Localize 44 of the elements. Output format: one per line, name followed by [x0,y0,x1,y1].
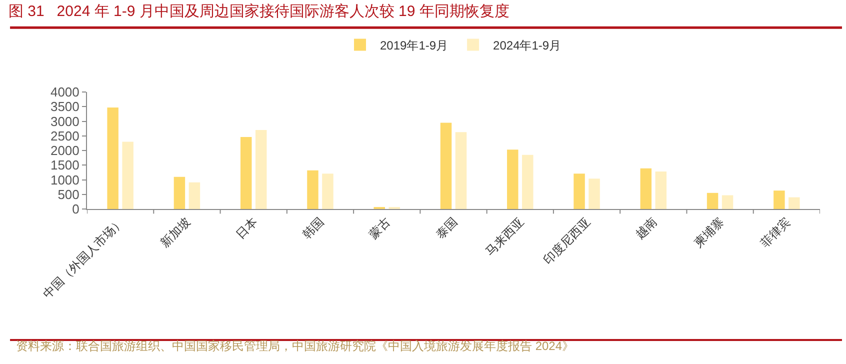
bar [174,176,186,209]
bar [455,132,467,209]
bar [774,190,785,209]
bar [574,174,585,209]
legend-label: 2019年1-9月 [380,38,448,52]
legend-label: 2024年1-9月 [493,38,562,52]
x-tick-label: 柬埔寨 [691,214,726,250]
bar [507,150,518,209]
y-tick-label: 0 [72,202,80,217]
y-tick-label: 4000 [50,84,80,100]
bar [240,137,252,209]
x-tick-label: 日本 [233,214,260,242]
bar [788,197,800,209]
bar [588,178,600,209]
bar [522,154,534,209]
bar [722,195,734,209]
y-tick-label: 2500 [50,128,80,144]
x-tick-label: 蒙古 [366,214,394,242]
bar [640,168,652,209]
chart-title: 图 31 2024 年 1-9 月中国及周边国家接待国际游客人次较 19 年同期恢复度 [8,2,510,20]
x-tick-label: 韩国 [300,214,327,242]
bar [307,170,318,209]
x-tick-label: 新加坡 [158,214,194,250]
x-tick-label: 泰国 [432,214,460,242]
x-tick-label: 菲律宾 [758,214,794,250]
bar [107,108,118,209]
bar [188,182,200,209]
bar [655,172,667,209]
bar [255,130,267,209]
x-tick-label: 中国（外国人市场） [40,214,127,302]
x-tick-label: 印度尼西亚 [540,214,594,268]
bar [440,122,452,209]
y-tick-label: 1000 [50,172,80,188]
bar [322,174,334,209]
y-tick-label: 3500 [50,99,80,114]
x-tick-label: 越南 [632,214,660,242]
y-tick-label: 500 [58,186,80,202]
bar [706,192,718,209]
text: 资料来源：联合国旅游组织、中国国家移民管理局，中国旅游研究院《中国入境旅游发展年度报告 2024》 [16,339,574,353]
y-tick-label: 1500 [50,158,80,173]
x-tick-label: 马来西亚 [482,214,527,259]
y-tick-label: 2000 [50,143,80,158]
bar [122,142,134,209]
y-tick-label: 3000 [50,114,80,129]
